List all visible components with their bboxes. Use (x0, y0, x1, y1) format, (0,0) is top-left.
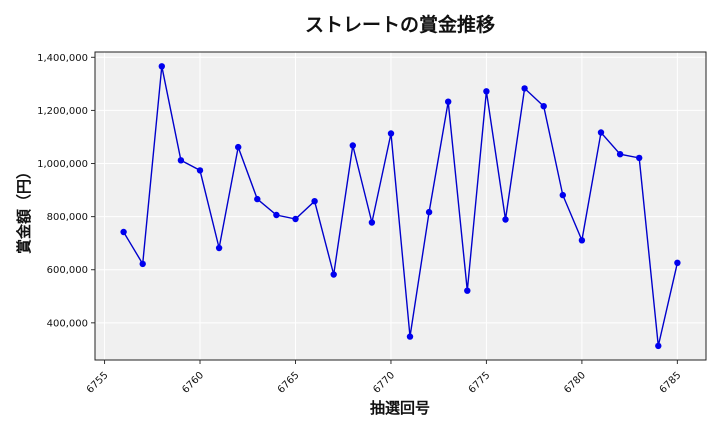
series (120, 63, 681, 350)
data-point (559, 191, 566, 199)
data-point (521, 85, 528, 92)
data-point (177, 157, 185, 164)
x-tick-label: 6780 (562, 370, 588, 396)
data-point (502, 216, 509, 223)
data-point (330, 271, 337, 278)
data-point (578, 237, 586, 244)
data-point (674, 259, 681, 266)
y-tick-label: 800,000 (47, 212, 88, 223)
data-point (636, 154, 643, 162)
data-point (254, 195, 261, 203)
data-point (120, 228, 127, 236)
y-tick-label: 1,200,000 (37, 106, 88, 117)
chart-title: ストレートの賞金推移 (305, 13, 495, 36)
data-point (464, 287, 471, 294)
data-point (597, 129, 605, 136)
x-tick-label: 6770 (371, 370, 397, 396)
data-point (368, 219, 376, 226)
data-point (387, 130, 395, 137)
data-point (445, 98, 452, 105)
data-point (292, 215, 299, 223)
data-point (349, 142, 356, 149)
data-point (158, 63, 165, 70)
y-axis-label: 賞金額（円） (15, 164, 33, 254)
data-point (425, 208, 433, 216)
plot-area (95, 52, 706, 360)
data-point (235, 143, 242, 151)
x-tick-label: 6785 (658, 370, 684, 396)
data-point (196, 167, 204, 174)
x-axis-label: 抽選回号 (370, 399, 430, 417)
grid (95, 52, 706, 360)
x-tick-label: 6765 (276, 370, 302, 396)
data-point (616, 151, 624, 158)
y-tick-label: 1,400,000 (37, 53, 88, 64)
data-point (483, 88, 490, 95)
x-tick-label: 6775 (467, 370, 493, 396)
data-point (655, 342, 662, 350)
y-tick-label: 600,000 (47, 265, 88, 276)
data-point (406, 333, 414, 340)
x-tick-label: 6755 (85, 370, 111, 396)
data-point (540, 103, 547, 110)
x-tick-label: 6760 (180, 370, 206, 396)
plot-frame (94, 51, 707, 361)
series-line (122, 66, 679, 347)
data-point (311, 198, 318, 205)
data-point (215, 244, 223, 252)
data-point (139, 260, 146, 268)
data-point (273, 211, 280, 219)
y-tick-label: 1,000,000 (37, 159, 88, 170)
y-tick-label: 400,000 (47, 318, 88, 329)
